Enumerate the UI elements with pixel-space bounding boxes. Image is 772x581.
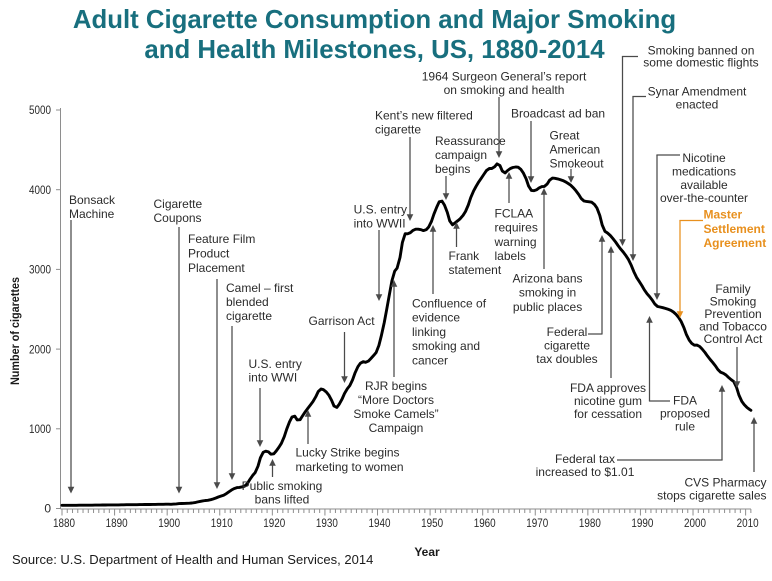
svg-text:Number of cigarettes: Number of cigarettes [8,277,22,385]
svg-text:1920: 1920 [263,516,285,530]
svg-text:1960: 1960 [474,516,496,530]
svg-text:Adult Cigarette Consumption an: Adult Cigarette Consumption and Major Sm… [73,6,676,34]
svg-text:1940: 1940 [369,516,391,530]
svg-text:1950: 1950 [421,516,443,530]
svg-text:1880: 1880 [53,516,75,530]
svg-text:1990: 1990 [631,516,653,530]
svg-text:1970: 1970 [526,516,548,530]
svg-text:Garrison Act: Garrison Act [309,314,376,328]
svg-text:2000: 2000 [684,516,706,530]
svg-text:Year: Year [414,545,440,559]
svg-text:1910: 1910 [211,516,233,530]
svg-text:1900: 1900 [158,516,180,530]
svg-text:2000: 2000 [29,342,51,356]
svg-text:and Health Milestones, US, 188: and Health Milestones, US, 1880-2014 [144,36,605,64]
svg-text:Broadcast ad ban: Broadcast ad ban [511,107,605,121]
svg-text:0: 0 [44,502,51,516]
svg-text:Source: U.S. Department of Hea: Source: U.S. Department of Health and Hu… [12,552,373,567]
svg-text:4000: 4000 [29,183,51,197]
svg-text:2010: 2010 [737,516,759,530]
svg-text:1930: 1930 [316,516,338,530]
svg-text:3000: 3000 [29,263,51,277]
svg-text:5000: 5000 [29,103,51,117]
svg-text:1890: 1890 [106,516,128,530]
svg-text:1980: 1980 [579,516,601,530]
svg-text:1000: 1000 [29,422,51,436]
